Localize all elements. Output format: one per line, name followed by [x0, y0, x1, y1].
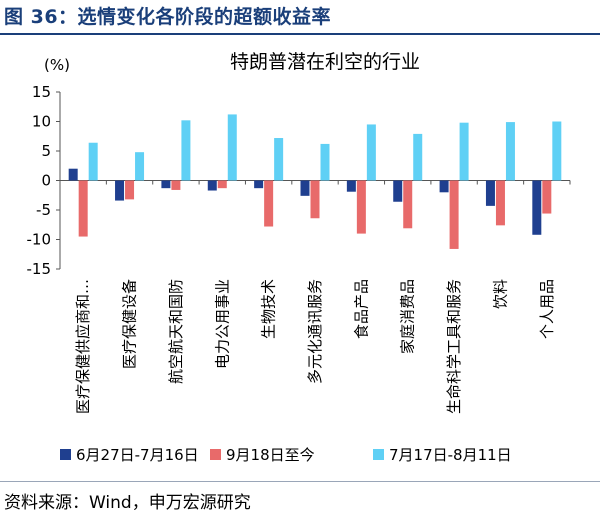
bar: [115, 180, 125, 201]
category-label: 食品产品: [352, 279, 370, 339]
bar: [227, 114, 237, 181]
y-tick-label: 10: [32, 113, 51, 131]
bar: [346, 180, 356, 192]
category-label: 家庭消费品: [399, 279, 417, 354]
category-label: 航空航天和国防: [167, 279, 185, 384]
footer-divider: [0, 481, 600, 482]
y-tick-label: -10: [27, 231, 52, 249]
bar: [171, 180, 181, 190]
y-axis-label: (%): [44, 56, 70, 74]
chart-title: 特朗普潜在利空的行业: [230, 51, 420, 73]
bar: [366, 124, 376, 181]
legend-swatch: [60, 449, 71, 460]
legend-label: 6月27日-7月16日: [76, 446, 199, 464]
bar: [88, 142, 98, 181]
category-label: 医疗保健设备: [121, 279, 139, 369]
category-label: 多元化通讯服务: [306, 279, 324, 384]
bar: [264, 180, 274, 227]
bar: [542, 180, 552, 214]
bar: [207, 180, 217, 191]
bar: [356, 180, 366, 234]
bar: [320, 143, 330, 181]
category-label: 生命科学工具和服务: [445, 279, 463, 414]
bar: [274, 138, 284, 181]
bars: [68, 114, 562, 249]
figure-header: 图 36：选情变化各阶段的超额收益率: [0, 0, 600, 35]
bar: [495, 180, 505, 226]
y-tick-label: -15: [27, 260, 52, 278]
bar: [505, 122, 515, 181]
bar: [68, 168, 78, 181]
bar: [459, 122, 469, 181]
legend-label: 9月18日至今: [226, 446, 315, 464]
bar: [449, 180, 459, 249]
category-label: 个人用品: [538, 279, 556, 339]
legend-swatch: [210, 449, 221, 460]
bar: [393, 180, 403, 202]
bar: [552, 121, 562, 181]
legend-label: 7月17日-8月11日: [389, 446, 512, 464]
y-tick-labels: -15 -10 -5 0 5 10 15: [27, 83, 52, 278]
y-tick-label: 15: [32, 83, 51, 101]
bar: [181, 120, 191, 181]
legend-swatch: [373, 449, 384, 460]
bar: [217, 180, 227, 189]
bar: [413, 133, 423, 181]
bar: [161, 180, 171, 189]
bar: [403, 180, 413, 229]
y-tick-label: 5: [41, 142, 51, 160]
source-note: 资料来源：Wind，申万宏源研究: [4, 493, 251, 513]
bar: [254, 180, 264, 189]
bar: [439, 180, 449, 193]
category-label: 医疗保健供应商和…: [74, 279, 92, 414]
bar: [532, 180, 542, 235]
legend: 6月27日-7月16日 9月18日至今 7月17日-8月11日: [60, 446, 512, 464]
bar: [485, 180, 495, 206]
header-divider: [0, 33, 600, 35]
bar: [125, 180, 135, 200]
y-tick-label: 0: [41, 172, 51, 190]
bar: [310, 180, 320, 219]
figure-title: 图 36：选情变化各阶段的超额收益率: [4, 6, 332, 28]
category-label: 生物技术: [260, 279, 278, 339]
category-label: 电力公用事业: [213, 279, 231, 369]
bar: [78, 180, 88, 237]
category-label: 饮料: [491, 279, 509, 309]
bar: [300, 180, 310, 196]
category-labels: 医疗保健供应商和… 医疗保健设备 航空航天和国防 电力公用事业 生物技术 多元化通讯服务 食…: [74, 279, 556, 414]
y-tick-label: -5: [36, 201, 51, 219]
bar: [135, 152, 145, 181]
